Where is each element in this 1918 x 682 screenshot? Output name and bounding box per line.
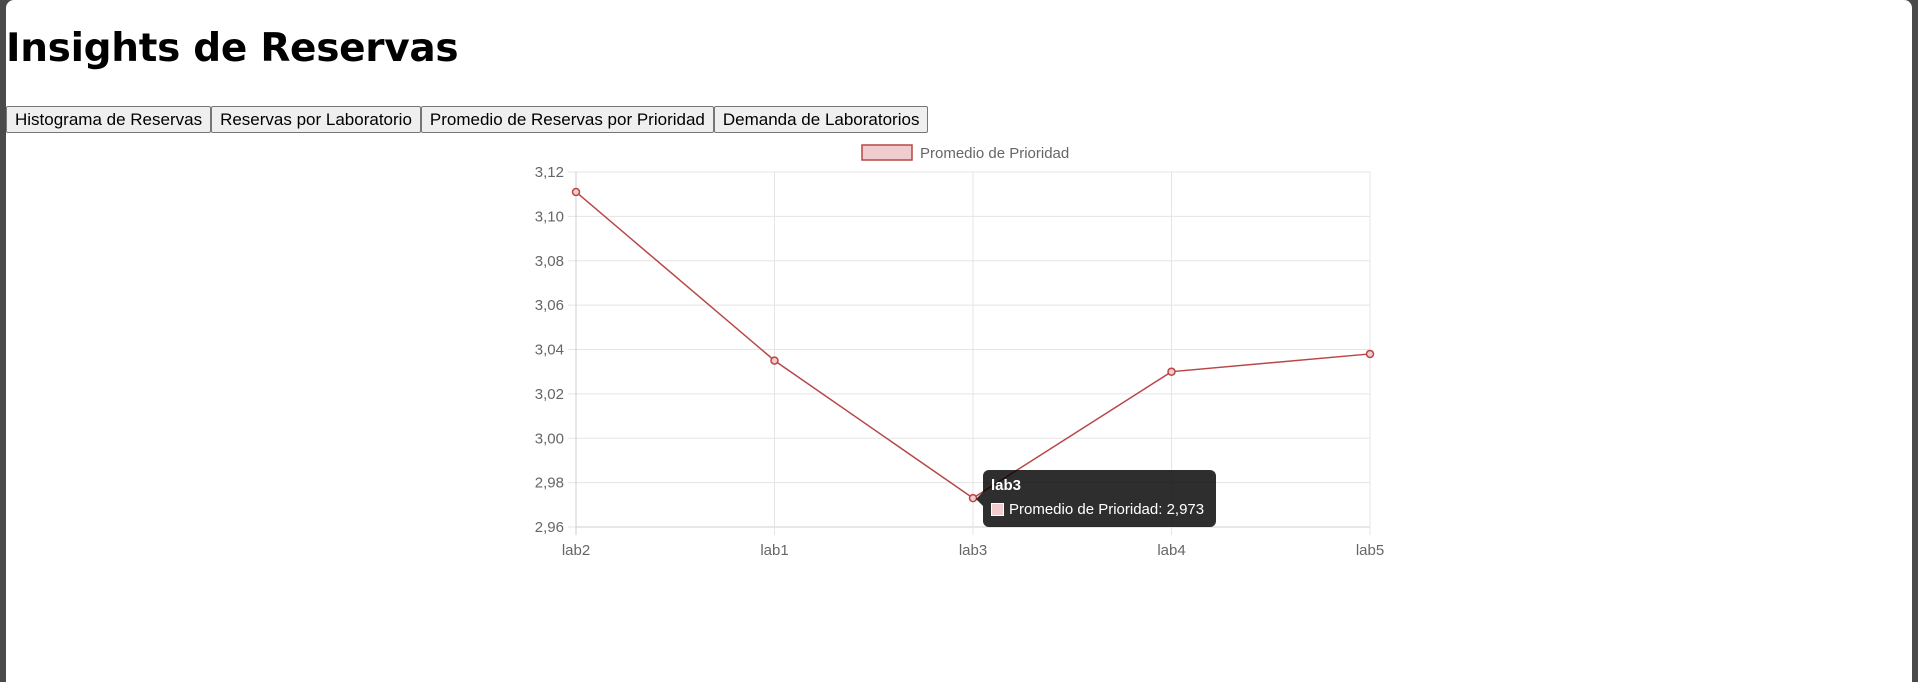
x-tick-label: lab1 (760, 542, 788, 559)
data-point (1167, 367, 1176, 376)
tooltip-title: lab3 (991, 477, 1022, 494)
tab-demanda-de-laboratorios[interactable]: Demanda de Laboratorios (713, 106, 929, 133)
tab-reservas-por-laboratorio[interactable]: Reservas por Laboratorio (211, 106, 421, 133)
chart-tab-bar: Histograma de Reservas Reservas por Labo… (6, 106, 929, 133)
data-point (1365, 349, 1375, 359)
page-title: Insights de Reservas (6, 26, 459, 71)
x-tick-label: lab2 (562, 542, 590, 559)
tab-promedio-por-prioridad[interactable]: Promedio de Reservas por Prioridad (420, 106, 714, 133)
y-tick-label: 3,00 (535, 430, 564, 447)
page: Insights de Reservas Histograma de Reser… (6, 0, 1912, 682)
y-tick-label: 3,10 (535, 208, 564, 225)
legend-label: Promedio de Prioridad (920, 145, 1069, 162)
x-tick-label: lab3 (959, 542, 987, 559)
chart-tooltip: lab3 Promedio de Prioridad: 2,973 (976, 470, 1216, 527)
y-tick-label: 2,96 (535, 519, 564, 536)
y-tick-label: 3,12 (535, 164, 564, 181)
data-point (770, 356, 779, 365)
y-tick-label: 3,08 (535, 253, 564, 270)
y-tick-label: 3,04 (535, 342, 564, 359)
tooltip-color-swatch (991, 503, 1004, 516)
legend-swatch (861, 144, 913, 161)
y-tick-label: 2,98 (535, 475, 564, 492)
data-point (571, 187, 581, 197)
tooltip-value: Promedio de Prioridad: 2,973 (1009, 501, 1205, 518)
x-tick-label: lab5 (1356, 542, 1384, 559)
y-tick-label: 3,06 (535, 297, 564, 314)
tab-histograma-de-reservas[interactable]: Histograma de Reservas (6, 106, 212, 133)
line-chart[interactable]: 3,12 3,10 3,08 3,06 3,04 3,02 3,00 2,98 2,96 lab2… (6, 0, 1912, 682)
x-tick-label: lab4 (1157, 542, 1185, 559)
y-tick-label: 3,02 (535, 386, 564, 403)
